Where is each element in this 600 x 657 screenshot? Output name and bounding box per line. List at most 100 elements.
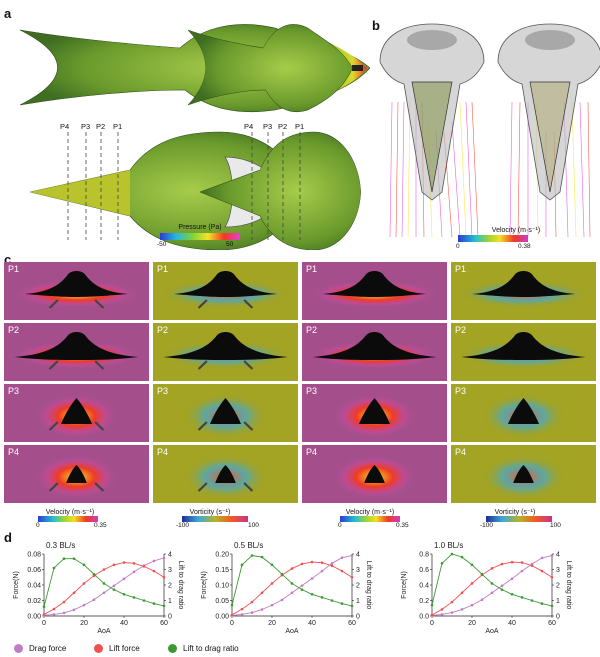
section-label: P3	[263, 122, 273, 131]
y-tick-label: 0.10	[215, 583, 229, 590]
data-point	[310, 577, 314, 580]
y-tick-label: 0.06	[27, 567, 41, 574]
vortex-arrow	[48, 482, 59, 492]
row-label: P3	[306, 386, 318, 396]
y-tick-label: 0.6	[419, 567, 429, 574]
data-point	[230, 603, 234, 607]
row-label: P2	[8, 325, 20, 335]
row-label: P3	[157, 386, 169, 396]
data-point	[550, 604, 554, 608]
data-point	[330, 562, 334, 565]
data-point	[280, 572, 284, 576]
data-point	[460, 591, 464, 595]
vortex-arrow	[197, 421, 208, 431]
data-point	[310, 593, 314, 596]
chart-title: 0.3 BL/s	[46, 541, 75, 550]
y2-tick-label: 0	[556, 614, 560, 621]
pressure-colorbar-title: Pressure (Pa)	[178, 224, 222, 231]
pressure-colorbar	[160, 233, 240, 240]
data-point	[240, 607, 244, 611]
flow-tile: P3	[451, 384, 596, 442]
data-point	[340, 569, 344, 573]
data-point	[300, 584, 304, 587]
colorbar-max: 100	[550, 522, 561, 529]
section-label: P2	[96, 122, 106, 131]
x-tick-label: 0	[230, 620, 234, 627]
flow-field	[184, 394, 267, 438]
series-line	[431, 553, 553, 607]
data-point	[132, 570, 136, 574]
row-label: P4	[8, 447, 20, 457]
data-point	[500, 562, 504, 566]
series-line	[231, 555, 353, 607]
panel-label-b: b	[372, 18, 380, 33]
data-point	[152, 569, 156, 573]
colorbar-max: 0.35	[94, 522, 107, 529]
data-point	[132, 596, 136, 599]
y2-axis-label: Lift to drag ratio	[177, 561, 184, 610]
body-cross-section	[14, 332, 139, 360]
data-point	[460, 555, 464, 559]
data-point	[290, 582, 294, 585]
body-cross-section	[471, 271, 576, 297]
data-point	[62, 600, 66, 604]
series-line	[231, 555, 353, 616]
lift-legend-dot	[94, 644, 103, 653]
data-point	[132, 562, 136, 565]
flow-field	[161, 271, 290, 309]
flow-field	[184, 455, 267, 499]
data-point	[142, 599, 146, 602]
pressure-colorbar-min: -50	[157, 241, 167, 248]
data-point	[250, 611, 254, 614]
data-point	[122, 577, 126, 581]
y2-tick-label: 2	[168, 583, 172, 590]
vortex-arrow	[243, 360, 254, 370]
y2-tick-label: 4	[556, 552, 560, 559]
data-point	[52, 566, 56, 570]
data-point	[450, 552, 454, 556]
data-point	[520, 569, 524, 573]
body-cross-section	[173, 271, 278, 297]
flow-field	[12, 332, 141, 370]
flow-tile: P3	[153, 384, 298, 442]
data-point	[62, 611, 66, 615]
section-label: P2	[278, 122, 288, 131]
row-label: P2	[157, 325, 169, 335]
series-line	[431, 561, 553, 616]
flow-tile: P2	[451, 323, 596, 381]
data-point	[62, 557, 66, 560]
section-label: P1	[295, 122, 305, 131]
colorbar-min: -100	[176, 522, 190, 529]
data-point	[162, 575, 166, 579]
panel-c-colorbars: Velocity (m·s⁻¹) 0 0.35 Vorticity (s⁻¹) …	[0, 508, 600, 530]
data-point	[112, 563, 116, 567]
data-point	[480, 572, 484, 576]
data-point	[470, 563, 474, 567]
data-point	[72, 591, 76, 595]
data-point	[102, 568, 106, 571]
flow-field	[310, 271, 439, 308]
colorbar-min: -100	[480, 522, 494, 529]
velocity-colorbar-max: 0.38	[518, 243, 531, 250]
legend-drag-label: Drag force	[29, 644, 67, 653]
data-point	[480, 598, 484, 602]
y-tick-label: 0.00	[27, 614, 41, 621]
colorbar-min: 0	[36, 522, 40, 529]
velocity-colorbar	[458, 235, 528, 242]
ratio-legend-dot	[168, 644, 177, 653]
y-axis-label: Force(N)	[201, 571, 208, 599]
row-label: P3	[455, 386, 467, 396]
row-label: P2	[455, 325, 467, 335]
data-point	[240, 613, 244, 616]
x-tick-label: 40	[120, 620, 128, 627]
y-tick-label: 0.20	[215, 552, 229, 559]
body-cross-section	[209, 398, 242, 424]
colorbar-max: 0.35	[396, 522, 409, 529]
y-tick-label: 0.4	[419, 583, 429, 590]
y2-axis-label: Lift to drag ratio	[365, 561, 372, 610]
row-label: P4	[306, 447, 318, 457]
data-point	[510, 593, 514, 596]
x-tick-label: 40	[508, 620, 516, 627]
data-point	[82, 563, 86, 567]
legend-ratio: Lift to drag ratio	[168, 644, 239, 653]
